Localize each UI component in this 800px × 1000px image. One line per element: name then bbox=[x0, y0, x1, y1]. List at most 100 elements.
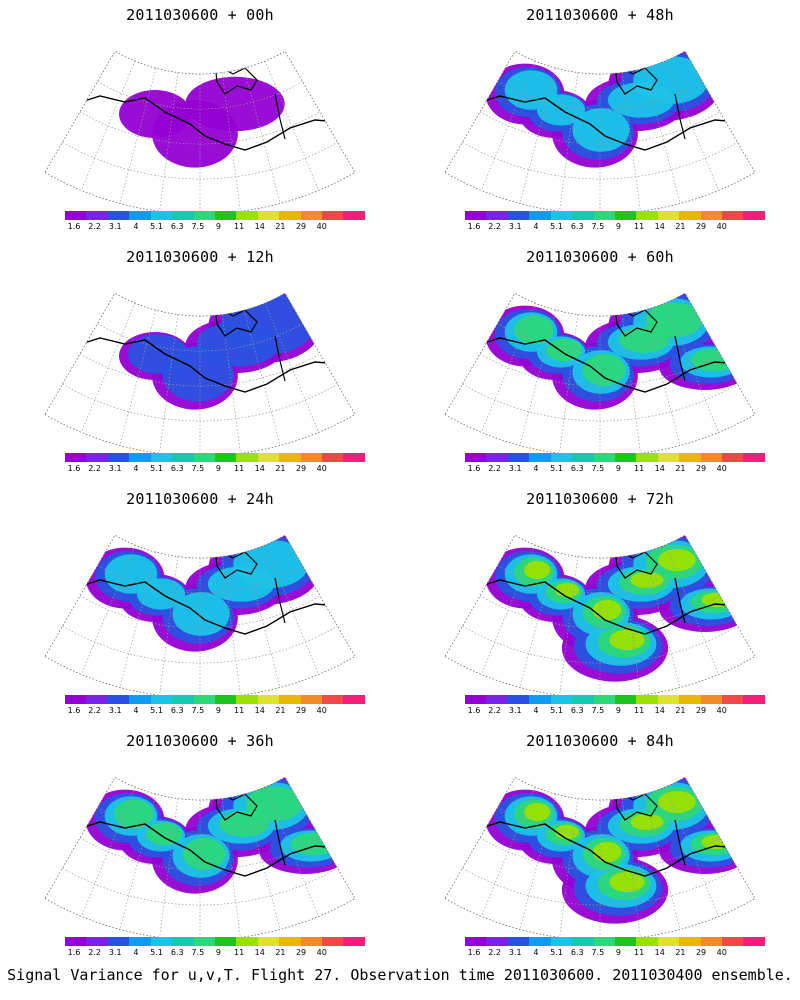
colorbar-swatch bbox=[572, 695, 594, 704]
colorbar-swatch bbox=[236, 937, 258, 946]
colorbar-tick-label: 1.6 bbox=[467, 464, 481, 473]
colorbar-tick-label: 21 bbox=[675, 222, 686, 231]
colorbar-swatch bbox=[593, 453, 615, 462]
colorbar-swatch bbox=[343, 695, 365, 704]
colorbar-tick-label: 11 bbox=[234, 706, 245, 715]
colorbar-tick-label: 40 bbox=[716, 706, 727, 715]
colorbar-swatch bbox=[236, 453, 258, 462]
colorbar-swatch bbox=[679, 453, 701, 462]
colorbar-tick-label: 6.3 bbox=[570, 222, 584, 231]
colorbar-swatch bbox=[486, 695, 508, 704]
map-panel: 2011030600 + 36h 1.6 2.2 3.1 4 5.1 6.3 7.5 9 11 14… bbox=[5, 732, 395, 972]
map-panel: 2011030600 + 60h 1.6 2.2 3.1 4 5.1 6.3 7.5 9 11 14… bbox=[405, 248, 795, 488]
map-panel: 2011030600 + 72h 1.6 2.2 3.1 4 5.1 6.3 7.5 9 11 14… bbox=[405, 490, 795, 730]
colorbar-tick-label: 40 bbox=[316, 706, 327, 715]
colorbar-tick-label: 4 bbox=[533, 464, 539, 473]
coastline bbox=[45, 821, 355, 877]
colorbar-swatch bbox=[507, 211, 530, 220]
colorbar-swatch bbox=[193, 937, 215, 946]
polar-map bbox=[44, 534, 356, 699]
colorbar-tick-label: 2.2 bbox=[88, 948, 101, 957]
colorbar-tick-label: 40 bbox=[716, 464, 727, 473]
colorbar-tick-label: 21 bbox=[675, 706, 686, 715]
colorbar-tick-label: 14 bbox=[254, 706, 265, 715]
colorbar-swatch bbox=[300, 211, 323, 220]
colorbar-swatch bbox=[614, 453, 637, 462]
colorbar: 1.6 2.2 3.1 4 5.1 6.3 7.5 9 11 14 21 29 40 bbox=[465, 453, 765, 483]
colorbar-tick-label: 6.3 bbox=[570, 464, 584, 473]
colorbar-swatch bbox=[214, 937, 237, 946]
figure-caption: Signal Variance for u,v,T. Flight 27. Ob… bbox=[7, 966, 793, 984]
colorbar-tick-label: 11 bbox=[634, 706, 645, 715]
panel-title: 2011030600 + 00h bbox=[126, 6, 274, 24]
colorbar-tick-label: 14 bbox=[254, 948, 265, 957]
colorbar-swatch bbox=[65, 937, 87, 946]
colorbar-swatch bbox=[322, 695, 344, 704]
colorbar-swatch bbox=[486, 937, 508, 946]
colorbar-swatch bbox=[172, 211, 194, 220]
colorbar-swatch bbox=[465, 453, 487, 462]
colorbar-tick-label: 5.1 bbox=[550, 222, 563, 231]
panel-title: 2011030600 + 48h bbox=[526, 6, 674, 24]
colorbar-swatch bbox=[150, 453, 173, 462]
colorbar-tick-label: 14 bbox=[654, 706, 665, 715]
colorbar-tick-label: 5.1 bbox=[150, 948, 163, 957]
polar-map bbox=[444, 50, 756, 215]
colorbar: 1.6 2.2 3.1 4 5.1 6.3 7.5 9 11 14 21 29 40 bbox=[65, 211, 365, 241]
colorbar-tick-label: 7.5 bbox=[591, 464, 605, 473]
colorbar-tick-label: 2.2 bbox=[488, 948, 501, 957]
colorbar-swatch bbox=[636, 937, 658, 946]
colorbar-tick-label: 5.1 bbox=[550, 464, 563, 473]
colorbar-swatch bbox=[129, 211, 151, 220]
colorbar-swatch bbox=[529, 695, 551, 704]
colorbar-swatch bbox=[614, 211, 637, 220]
colorbar-swatch bbox=[107, 937, 130, 946]
colorbar-swatch bbox=[236, 695, 258, 704]
colorbar-swatch bbox=[465, 211, 487, 220]
colorbar-swatch bbox=[279, 695, 301, 704]
colorbar-tick-label: 21 bbox=[675, 948, 686, 957]
colorbar: 1.6 2.2 3.1 4 5.1 6.3 7.5 9 11 14 21 29 40 bbox=[465, 211, 765, 241]
map-panel: 2011030600 + 00h 1.6 2.2 3.1 4 5.1 6.3 7.5 9 11 14… bbox=[5, 6, 395, 246]
colorbar-tick-label: 9 bbox=[615, 464, 622, 473]
colorbar-swatch bbox=[722, 211, 744, 220]
colorbar-swatch bbox=[107, 453, 130, 462]
colorbar-tick-label: 29 bbox=[695, 706, 707, 715]
colorbar-swatch bbox=[743, 937, 765, 946]
polar-map bbox=[44, 776, 356, 941]
coastline bbox=[45, 95, 355, 151]
colorbar-tick-label: 11 bbox=[234, 464, 245, 473]
colorbar: 1.6 2.2 3.1 4 5.1 6.3 7.5 9 11 14 21 29 40 bbox=[465, 937, 765, 967]
colorbar-swatch bbox=[257, 695, 280, 704]
colorbar-tick-label: 11 bbox=[634, 948, 645, 957]
colorbar-swatch bbox=[743, 211, 765, 220]
colorbar-swatch bbox=[550, 695, 573, 704]
colorbar-tick-label: 21 bbox=[275, 948, 286, 957]
colorbar-swatch bbox=[65, 695, 87, 704]
colorbar-tick-label: 9 bbox=[615, 948, 622, 957]
colorbar-swatch bbox=[657, 211, 680, 220]
colorbar-tick-label: 5.1 bbox=[150, 222, 163, 231]
colorbar-tick-label: 3.1 bbox=[508, 706, 522, 715]
colorbar-tick-label: 7.5 bbox=[191, 222, 205, 231]
coastline bbox=[445, 337, 755, 393]
colorbar-tick-label: 6.3 bbox=[170, 222, 184, 231]
colorbar-tick-label: 29 bbox=[295, 464, 307, 473]
colorbar-swatch bbox=[572, 211, 594, 220]
colorbar-swatch bbox=[172, 937, 194, 946]
colorbar-swatch bbox=[65, 453, 87, 462]
colorbar-tick-label: 1.6 bbox=[67, 706, 81, 715]
colorbar-swatch bbox=[636, 453, 658, 462]
colorbar-swatch bbox=[343, 453, 365, 462]
colorbar-swatch bbox=[257, 937, 280, 946]
colorbar-tick-label: 6.3 bbox=[170, 948, 184, 957]
colorbar-swatch bbox=[172, 695, 194, 704]
variance-field bbox=[119, 76, 285, 168]
colorbar-swatch bbox=[343, 211, 365, 220]
colorbar-swatch bbox=[636, 695, 658, 704]
colorbar-swatch bbox=[572, 453, 594, 462]
colorbar-tick-label: 2.2 bbox=[488, 706, 501, 715]
colorbar-swatch bbox=[679, 937, 701, 946]
colorbar-swatch bbox=[614, 937, 637, 946]
colorbar-tick-label: 5.1 bbox=[150, 706, 163, 715]
